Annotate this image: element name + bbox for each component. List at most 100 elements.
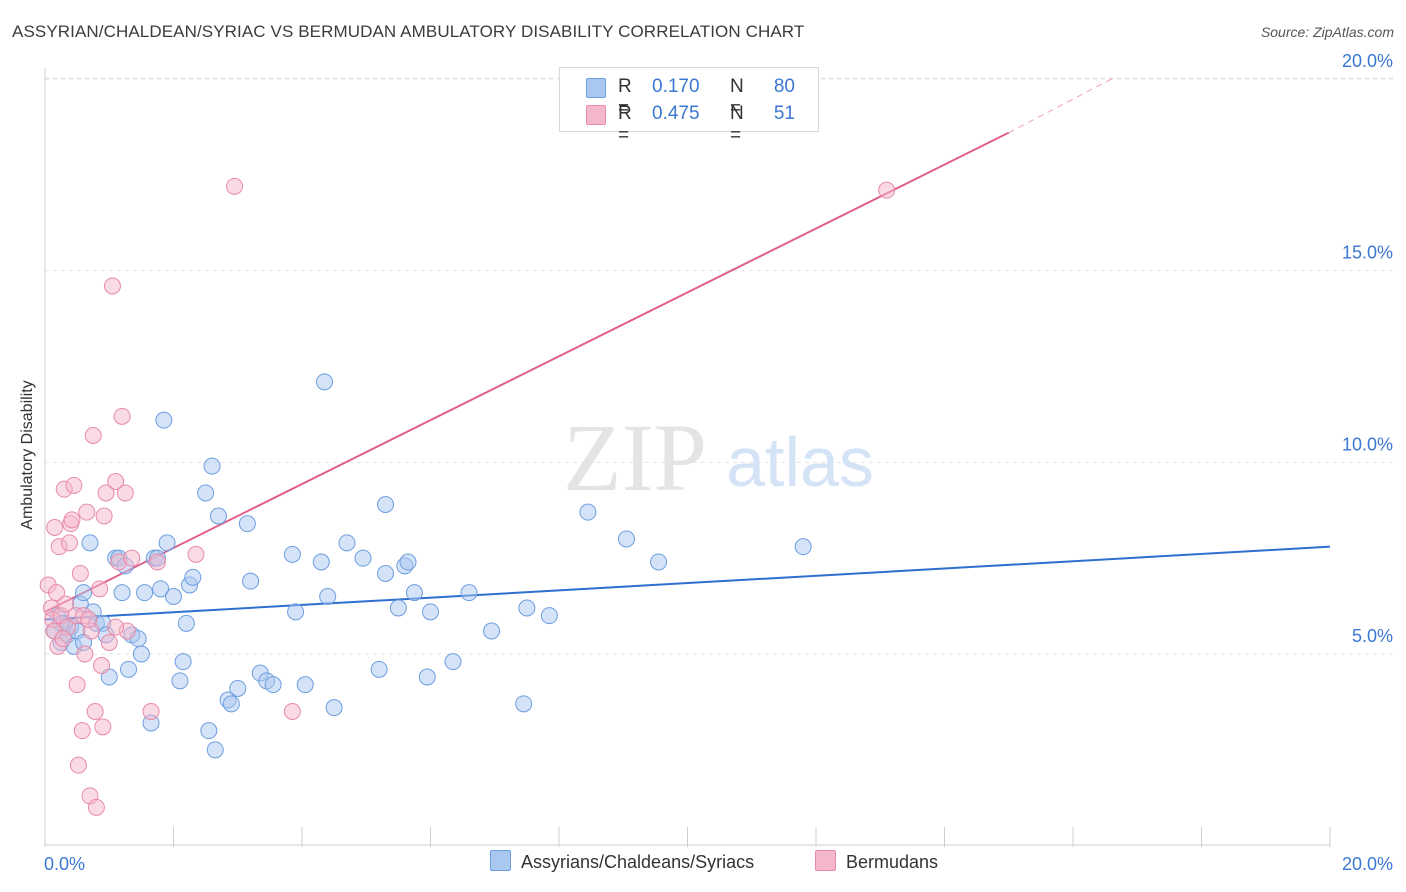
point-bermudan bbox=[107, 618, 125, 636]
grid bbox=[45, 77, 1395, 655]
point-assyrian bbox=[152, 580, 170, 598]
watermark-zip: ZIP bbox=[563, 404, 707, 511]
watermark: ZIP atlas bbox=[563, 404, 874, 511]
point-assyrian bbox=[338, 534, 356, 552]
point-assyrian bbox=[197, 484, 215, 502]
point-bermudan bbox=[73, 722, 91, 740]
point-bermudan bbox=[91, 580, 109, 598]
point-assyrian bbox=[518, 599, 536, 617]
point-assyrian bbox=[460, 584, 478, 602]
point-bermudan bbox=[76, 645, 94, 663]
point-assyrian bbox=[377, 565, 395, 582]
legend-r-value: 0.170 bbox=[652, 76, 700, 97]
point-assyrian bbox=[113, 584, 131, 602]
legend-swatch-pink bbox=[586, 105, 606, 125]
point-bermudan bbox=[100, 634, 118, 651]
point-assyrian bbox=[136, 584, 154, 602]
point-bermudan bbox=[94, 718, 112, 736]
point-assyrian bbox=[287, 603, 305, 621]
point-bermudan bbox=[103, 277, 121, 295]
point-assyrian bbox=[209, 507, 227, 525]
point-bermudan bbox=[80, 611, 98, 628]
y-axis-label: Ambulatory Disability bbox=[19, 380, 36, 530]
point-assyrian bbox=[650, 553, 668, 571]
point-assyrian bbox=[325, 699, 343, 717]
point-assyrian bbox=[165, 588, 182, 605]
legend-r-value: 0.475 bbox=[652, 103, 700, 124]
y-tick-label: 5.0% bbox=[1352, 626, 1393, 646]
point-assyrian bbox=[315, 373, 333, 391]
source-label: Source: ZipAtlas.com bbox=[1260, 24, 1394, 40]
legend-r-label: R = bbox=[618, 76, 632, 119]
x-tick-label: 20.0% bbox=[1342, 854, 1393, 874]
point-bermudan bbox=[57, 595, 75, 613]
point-assyrian bbox=[184, 568, 202, 586]
point-assyrian bbox=[158, 534, 176, 552]
point-assyrian bbox=[222, 695, 240, 713]
point-bermudan bbox=[226, 177, 244, 195]
point-assyrian bbox=[399, 553, 417, 571]
bottom-legend-swatch-pink bbox=[815, 850, 836, 871]
legend-n-label: N = bbox=[730, 76, 744, 119]
data-points bbox=[39, 177, 896, 816]
point-bermudan bbox=[95, 507, 113, 525]
point-bermudan bbox=[107, 473, 125, 490]
point-bermudan bbox=[123, 549, 141, 567]
stats-legend: R = 0.170 N = 80 R = 0.475 N = 51 bbox=[559, 67, 819, 146]
point-assyrian bbox=[238, 515, 256, 533]
point-bermudan bbox=[84, 427, 102, 444]
point-assyrian bbox=[312, 553, 330, 571]
point-assyrian bbox=[177, 614, 195, 632]
y-tick-label: 15.0% bbox=[1342, 243, 1393, 263]
point-assyrian bbox=[579, 503, 597, 521]
point-assyrian bbox=[794, 538, 812, 556]
point-assyrian bbox=[283, 545, 301, 563]
point-assyrian bbox=[203, 457, 221, 475]
point-bermudan bbox=[878, 181, 896, 199]
point-bermudan bbox=[65, 476, 83, 494]
point-assyrian bbox=[389, 599, 407, 617]
legend-r-label: R = bbox=[618, 103, 632, 146]
legend-n-value: 51 bbox=[773, 103, 795, 124]
point-bermudan bbox=[46, 519, 64, 536]
y-tick-label: 10.0% bbox=[1342, 434, 1393, 454]
legend-n-value: 80 bbox=[773, 76, 795, 97]
point-assyrian bbox=[319, 588, 337, 605]
point-bermudan bbox=[97, 484, 115, 502]
bottom-legend-label: Bermudans bbox=[846, 852, 939, 872]
point-bermudan bbox=[148, 553, 166, 571]
tick-labels: 5.0% 10.0% 15.0% 20.0% 0.0% 20.0% bbox=[44, 51, 1393, 874]
bottom-legend-series2: Bermudans bbox=[815, 850, 938, 873]
point-assyrian bbox=[75, 584, 93, 602]
axes bbox=[44, 68, 1331, 847]
point-assyrian bbox=[483, 622, 501, 640]
point-bermudan bbox=[187, 545, 205, 563]
trend-line-bermudan bbox=[44, 131, 1010, 613]
point-assyrian bbox=[174, 653, 192, 671]
chart-title: ASSYRIAN/CHALDEAN/SYRIAC VS BERMUDAN AMB… bbox=[12, 22, 805, 41]
point-bermudan bbox=[78, 503, 96, 521]
point-bermudan bbox=[60, 534, 78, 552]
point-bermudan bbox=[63, 511, 81, 529]
point-assyrian bbox=[81, 534, 99, 552]
point-assyrian bbox=[405, 584, 423, 602]
point-assyrian bbox=[200, 722, 218, 740]
point-assyrian bbox=[370, 660, 388, 678]
point-bermudan bbox=[86, 703, 104, 720]
point-assyrian bbox=[540, 607, 558, 625]
point-assyrian bbox=[155, 411, 173, 429]
trend-line-assyrian bbox=[44, 545, 1331, 621]
point-assyrian bbox=[515, 695, 533, 713]
point-assyrian bbox=[377, 496, 395, 513]
legend-n-label: N = bbox=[730, 103, 744, 146]
bottom-legend-series1: Assyrians/Chaldeans/Syriacs bbox=[490, 850, 754, 873]
point-assyrian bbox=[132, 645, 150, 663]
legend-swatch-blue bbox=[586, 78, 606, 98]
point-assyrian bbox=[418, 668, 436, 686]
point-assyrian bbox=[229, 680, 247, 697]
point-assyrian bbox=[264, 676, 282, 694]
point-bermudan bbox=[71, 565, 89, 582]
point-assyrian bbox=[206, 741, 224, 759]
point-assyrian bbox=[444, 653, 462, 671]
point-bermudan bbox=[283, 703, 301, 720]
